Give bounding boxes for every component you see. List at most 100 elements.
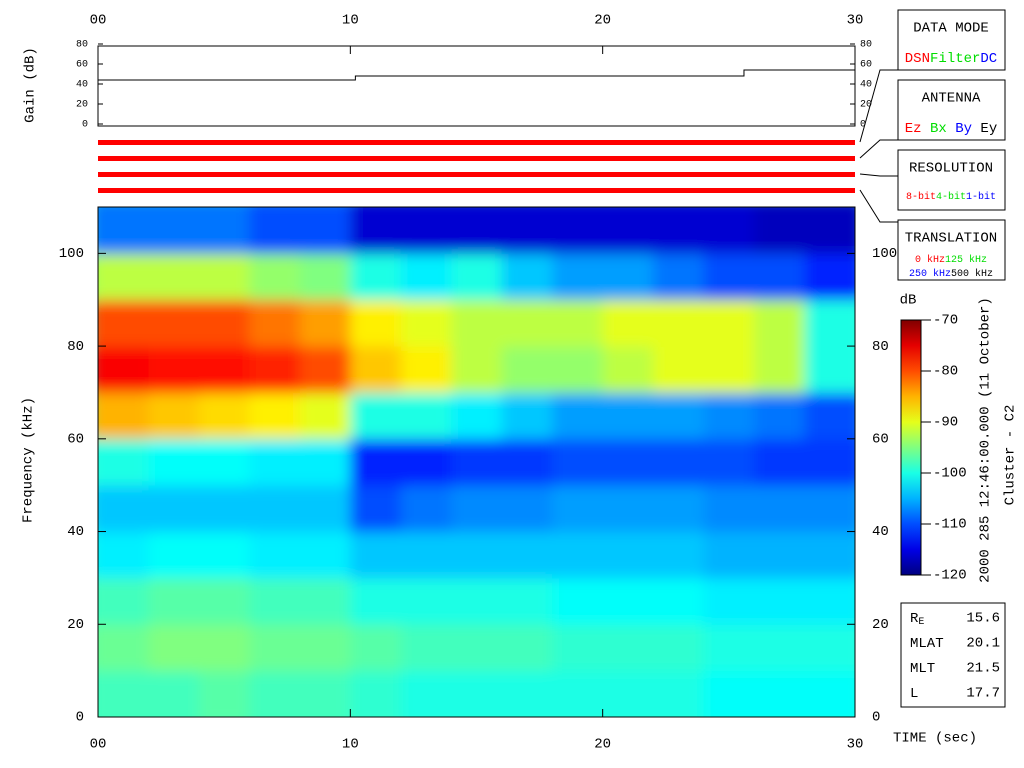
heatmap-cell [552,670,604,717]
heatmap-cell [249,485,301,533]
heatmap-cell [501,531,553,579]
y-tick-label: 60 [76,60,88,71]
heatmap-cell [148,485,200,533]
heatmap-cell [400,438,452,486]
x-tick-label: 10 [342,737,359,753]
heatmap-cell [350,346,402,393]
heatmap-cell [198,346,250,393]
heatmap-cell [602,670,654,717]
heatmap-cell [299,346,351,393]
x-tick-label: 20 [594,737,611,753]
heatmap-cell [299,624,351,672]
x-tick-label: 00 [90,737,107,753]
heatmap-cell [653,531,705,579]
heatmap-cell [249,207,301,254]
heatmap-cells [98,207,855,717]
heatmap-cell [602,485,654,533]
heatmap-cell [400,346,452,393]
y-tick-label: 60 [860,60,872,71]
status-bar [98,172,855,177]
heatmap-cell [299,207,351,254]
y-tick-label: 20 [76,100,88,111]
heatmap-cell [400,670,452,717]
y-tick-label: 100 [59,246,84,262]
heatmap-cell [501,392,553,440]
panel-option: DSN [905,51,930,67]
connectors [859,69,898,223]
heatmap-cell [552,299,604,347]
heatmap-cell [451,485,503,533]
heatmap-cell [148,624,200,672]
heatmap-cell [754,299,806,347]
ephemeris-label-text: MLAT [910,636,944,652]
heatmap-cell [198,207,250,254]
heatmap-cell [400,253,452,301]
colorbar-label: dB [900,293,917,309]
heatmap-cell [754,531,806,579]
heatmap-cell [653,207,705,254]
y-tick-label: 80 [872,339,889,355]
heatmap-cell [299,392,351,440]
heatmap-cell [451,670,503,717]
panel-option: 4-bit [936,191,966,203]
y-tick-label: 80 [76,40,88,51]
heatmap-cell [98,531,149,579]
heatmap-cell [754,253,806,301]
heatmap-cell [198,438,250,486]
spacer [972,121,980,137]
y-tick-label: 40 [860,80,872,91]
heatmap-cell [602,577,654,625]
heatmap-cell [703,253,755,301]
heatmap-cell [98,299,149,347]
heatmap-cell [653,253,705,301]
connector [859,189,898,223]
heatmap-cell [552,392,604,440]
panel-option: DC [980,51,997,67]
heatmap-cell [198,485,250,533]
y-tick-label: 20 [872,617,889,633]
heatmap-cell [350,392,402,440]
heatmap-cell [198,624,250,672]
heatmap-cell [552,346,604,393]
heatmap-cell [400,392,452,440]
heatmap-cell [400,207,452,254]
y-axis-label: Frequency (kHz) [21,397,37,523]
heatmap-cell [653,299,705,347]
heatmap-cell [804,485,855,533]
y-tick-label: 100 [872,246,897,262]
heatmap-cell [249,392,301,440]
heatmap-cell [602,299,654,347]
heatmap-cell [703,392,755,440]
colorbar-tick-label: -70 [933,313,958,329]
heatmap-cell [299,438,351,486]
colorbar-tick-label: -120 [933,568,967,584]
y-tick-label: 40 [872,524,889,540]
panel-option: Ey [980,121,997,137]
heatmap-cell [552,438,604,486]
ephemeris-label-text: L [910,686,918,702]
heatmap-cell [653,392,705,440]
heatmap-cell [148,392,200,440]
heatmap-cell [804,670,855,717]
heatmap-cell [804,531,855,579]
ephemeris-value: 21.5 [966,661,1000,677]
gain-line [98,69,855,81]
panel-option: 8-bit [906,191,936,203]
heatmap-cell [804,299,855,347]
heatmap-cell [98,346,149,393]
x-tick-label: 10 [342,13,359,29]
heatmap-cell [98,624,149,672]
heatmap-cell [703,485,755,533]
heatmap-cell [249,346,301,393]
heatmap-cell [451,577,503,625]
panel-box [897,219,1006,281]
heatmap-cell [653,438,705,486]
ephemeris-box [900,602,1006,708]
heatmap-cell [602,207,654,254]
heatmap-cell [198,670,250,717]
heatmap-cell [350,577,402,625]
x-tick-label: 30 [847,13,864,29]
ephemeris-label: MLT [910,661,935,677]
colorbar-tick-label: -80 [933,364,958,380]
heatmap-cell [98,438,149,486]
